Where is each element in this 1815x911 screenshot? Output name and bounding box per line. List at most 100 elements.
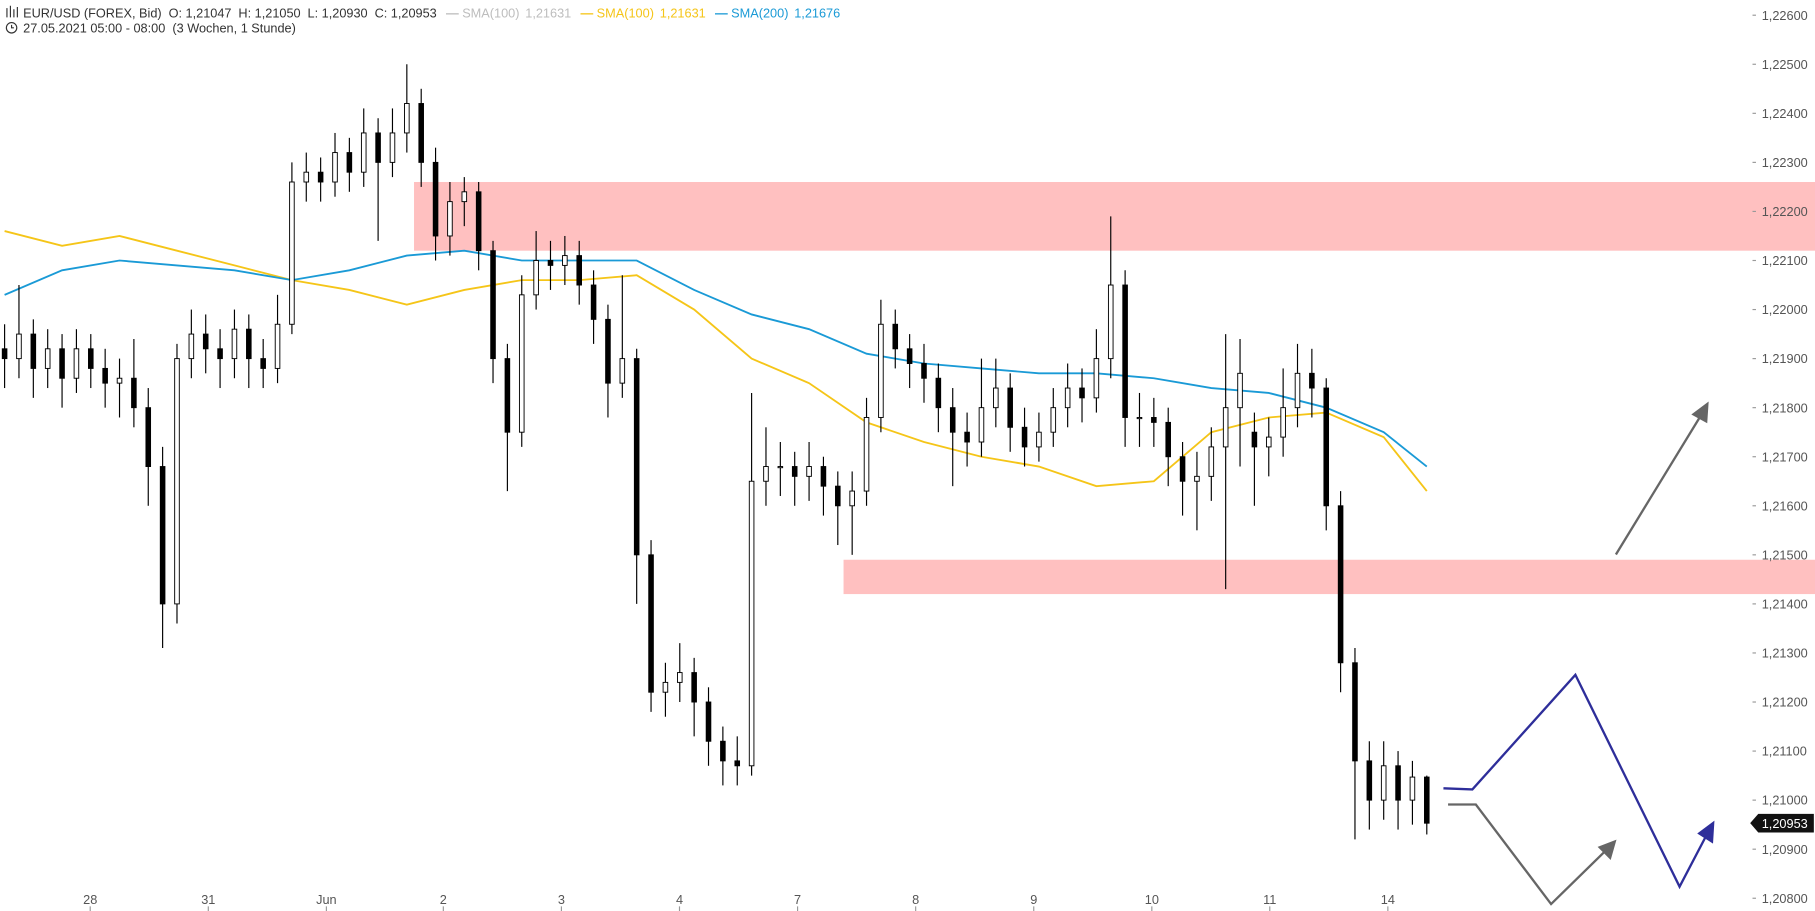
candle-body <box>1294 372 1301 409</box>
candle-body <box>131 377 137 409</box>
candle-body <box>44 348 51 369</box>
candle-body <box>260 358 266 369</box>
candle-body <box>274 323 281 369</box>
y-tick-label: 1,21800 <box>1762 400 1808 415</box>
x-tick-label: 8 <box>912 892 919 907</box>
candle-body <box>1194 475 1200 482</box>
ohlc-value: 1,20930 <box>322 5 368 20</box>
candle-body <box>949 407 956 433</box>
candle-body <box>547 260 554 266</box>
x-tick-label: 28 <box>83 892 97 907</box>
candle-body <box>921 363 927 379</box>
x-tick-label: 4 <box>676 892 683 907</box>
candle-body <box>763 466 769 482</box>
candle-body <box>246 328 252 360</box>
candle-body <box>159 466 166 605</box>
y-tick-label: 1,21300 <box>1762 646 1808 661</box>
candle-body <box>605 318 611 384</box>
candle-body <box>202 333 209 350</box>
candle-body <box>820 466 827 487</box>
candle-body <box>332 152 338 183</box>
y-tick-label: 1,22100 <box>1762 253 1808 268</box>
subtitle: 27.05.2021 05:00 - 08:00 (3 Wochen, 1 St… <box>23 20 296 35</box>
y-tick-label: 1,21000 <box>1762 793 1808 808</box>
candle-body <box>375 132 381 163</box>
y-tick-label: 1,20800 <box>1762 891 1808 906</box>
candle-body <box>1265 436 1272 448</box>
candle-body <box>1337 505 1344 664</box>
arrow-head <box>1597 839 1617 860</box>
y-tick-label: 1,20900 <box>1762 842 1808 857</box>
drawings <box>1443 401 1715 906</box>
candle-body <box>1409 776 1416 801</box>
ohlc-value: 1,21047 <box>186 5 232 20</box>
arrow-head <box>1691 401 1709 424</box>
candle-body <box>317 171 324 183</box>
ohlc-label: C: <box>375 5 388 20</box>
candle-body <box>648 554 654 693</box>
candle-body <box>16 333 22 360</box>
candle-body <box>619 358 626 384</box>
candle-body <box>806 466 812 477</box>
candle-body <box>1323 387 1330 507</box>
y-tick-label: 1,21900 <box>1762 351 1808 366</box>
x-tick-label: 3 <box>558 892 565 907</box>
legend-value: 1,21676 <box>794 5 840 20</box>
candle-body <box>1237 372 1243 409</box>
y-tick-label: 1,22000 <box>1762 302 1808 317</box>
candle-body <box>303 171 310 183</box>
y-tick-label: 1,21100 <box>1762 744 1807 759</box>
zone <box>414 182 1815 251</box>
candle-body <box>1064 387 1071 409</box>
y-tick-label: 1,22400 <box>1762 106 1808 121</box>
zone <box>843 559 1815 595</box>
candle-body <box>590 284 597 320</box>
x-tick-label: 31 <box>201 892 215 907</box>
candle-body <box>174 358 180 605</box>
candle-body <box>1251 431 1258 448</box>
candle-body <box>633 358 640 556</box>
candle-body <box>1309 372 1315 389</box>
candle-body <box>1093 358 1100 399</box>
ohlc-label: O: <box>169 5 182 20</box>
legend-swatch: — <box>715 5 728 20</box>
legend-name: SMA(200) <box>731 5 788 20</box>
header-icon <box>6 5 18 18</box>
candle-body <box>1380 765 1387 801</box>
candle-body <box>447 201 453 237</box>
candle-body <box>734 760 741 767</box>
candle-body <box>562 255 568 266</box>
candle-body <box>1366 760 1373 801</box>
candle-body <box>461 191 468 203</box>
candle-body <box>59 348 65 379</box>
y-tick-label: 1,22500 <box>1762 57 1808 72</box>
candle-body <box>691 672 697 703</box>
candle-body <box>504 358 511 433</box>
price-tag-label: 1,20953 <box>1762 816 1808 831</box>
candle-body <box>835 485 841 507</box>
header-title: EUR/USD (FOREX, Bid) <box>23 5 162 20</box>
x-tick-label: 7 <box>794 892 801 907</box>
ohlc-value: 1,20953 <box>391 5 437 20</box>
candle-body <box>73 348 80 379</box>
candle-body <box>705 701 712 742</box>
y-tick-label: 1,21400 <box>1762 597 1808 612</box>
header: EUR/USD (FOREX, Bid) O: 1,21047 H: 1,21050 L:… <box>23 5 840 20</box>
candle-body <box>289 181 295 325</box>
candle-body <box>1136 417 1143 420</box>
ohlc-value: 1,21050 <box>255 5 301 20</box>
legend-name: SMA(100) <box>462 5 519 20</box>
candle-body <box>677 672 683 683</box>
candle-body <box>145 407 152 468</box>
candle-body <box>791 466 798 477</box>
candle-body <box>1 348 8 360</box>
candle-body <box>1007 387 1013 428</box>
candle-body <box>1395 765 1401 801</box>
ohlc-label: L: <box>308 5 319 20</box>
candle-body <box>389 132 396 163</box>
y-tick-label: 1,21600 <box>1762 498 1808 513</box>
candle-body <box>1107 284 1114 360</box>
candle-body <box>404 103 410 134</box>
legend-value: 1,21631 <box>660 5 706 20</box>
candle-body <box>418 103 424 163</box>
